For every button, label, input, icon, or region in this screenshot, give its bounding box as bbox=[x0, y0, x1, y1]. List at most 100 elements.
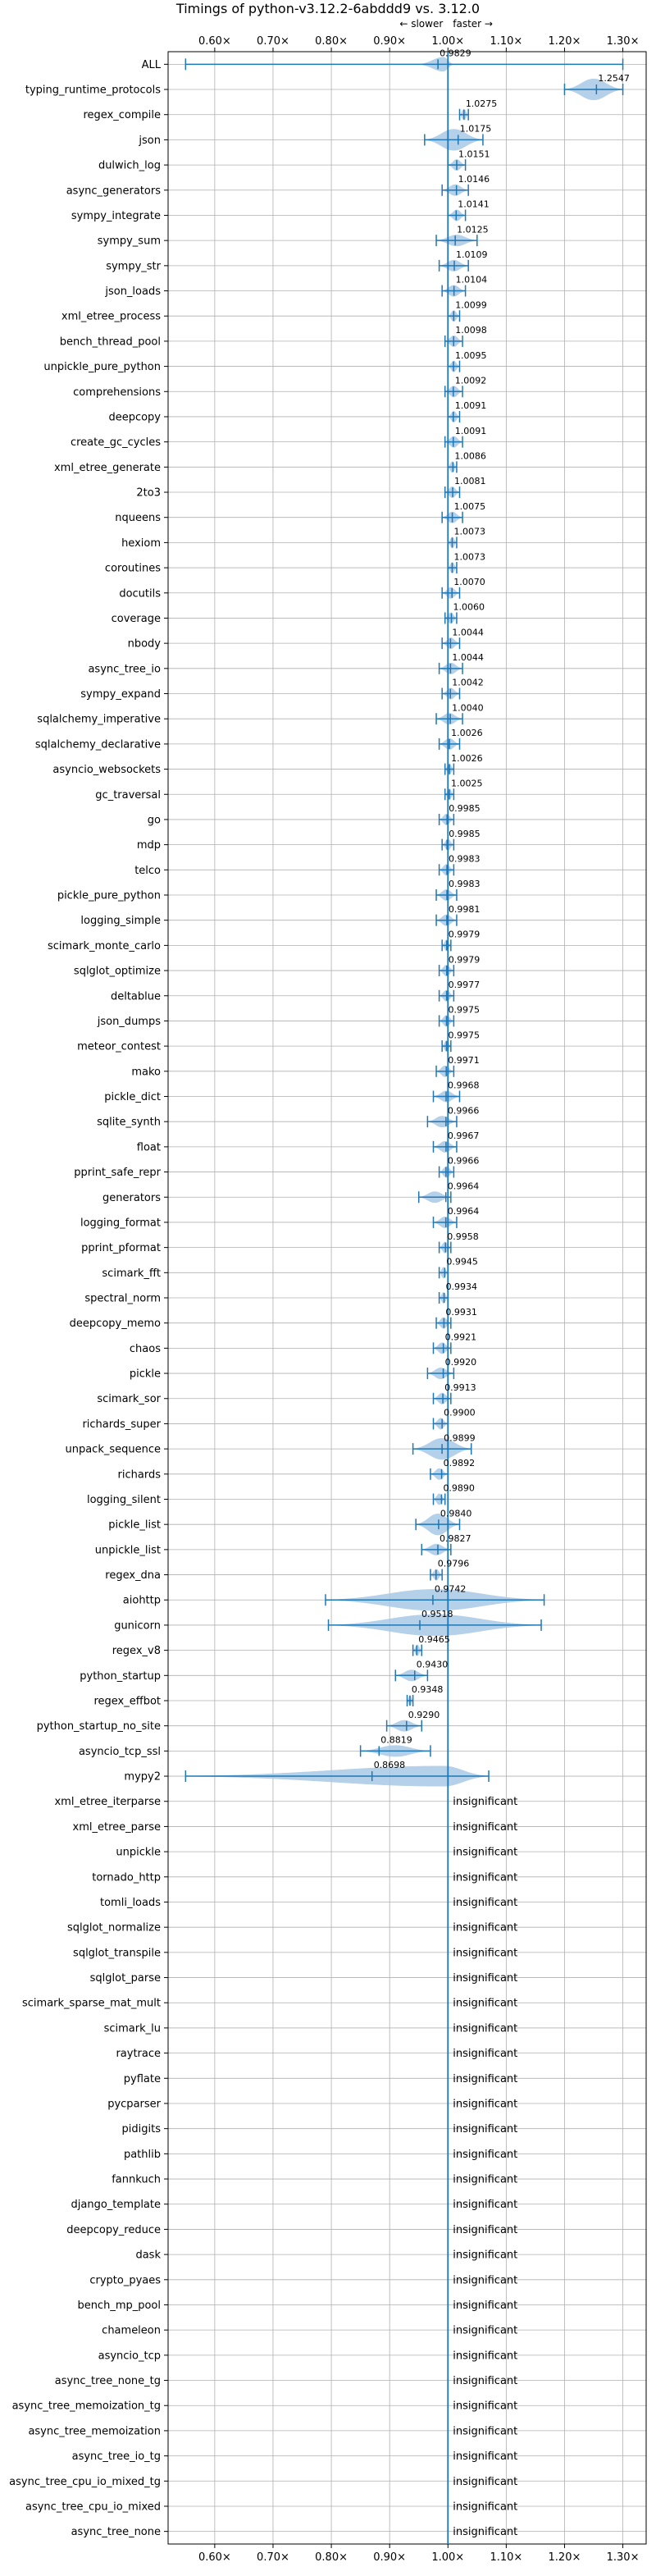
category-label: async_tree_memoization bbox=[28, 2425, 161, 2437]
insignificant-label: insignificant bbox=[453, 1871, 517, 1884]
category-label: scimark_sparse_mat_mult bbox=[22, 1998, 161, 2010]
category-label: sympy_sum bbox=[98, 235, 161, 248]
labels-layer: ← slower faster → 0.60× 0.60× 0.70× 0.70× 0.80… bbox=[9, 18, 639, 2564]
category-label: tomli_loads bbox=[100, 1897, 161, 1909]
category-label: scimark_sor bbox=[97, 1393, 161, 1405]
x-tick-label-bottom: 1.10× bbox=[490, 2551, 522, 2564]
category-label: pickle_pure_python bbox=[57, 890, 161, 902]
value-label: 0.9966 bbox=[448, 1156, 480, 1167]
category-label: sqlglot_optimize bbox=[74, 966, 161, 978]
category-label: scimark_monte_carlo bbox=[48, 940, 161, 952]
category-label: logging_silent bbox=[87, 1494, 161, 1506]
category-label: sqlglot_parse bbox=[90, 1972, 161, 1985]
category-label: sqlalchemy_declarative bbox=[35, 738, 161, 751]
category-label: sqlalchemy_imperative bbox=[37, 714, 161, 726]
category-label: ALL bbox=[142, 59, 162, 71]
category-label: scimark_fft bbox=[102, 1267, 161, 1280]
category-label: pidigits bbox=[122, 2123, 162, 2135]
value-label: 0.9840 bbox=[440, 1508, 472, 1519]
category-label: regex_effbot bbox=[93, 1695, 161, 1707]
x-tick-label-bottom: 1.00× bbox=[431, 2551, 464, 2564]
insignificant-label: insignificant bbox=[453, 2098, 517, 2110]
category-label: telco bbox=[134, 865, 161, 877]
plot-frame bbox=[167, 51, 647, 2545]
direction-label-faster: faster → bbox=[453, 18, 493, 30]
category-label: asyncio_tcp bbox=[98, 2350, 161, 2362]
value-label: 1.0026 bbox=[451, 728, 483, 738]
value-label: 1.0146 bbox=[458, 174, 490, 185]
x-tick-label-top: 1.10× bbox=[490, 35, 522, 48]
x-tick-label-top: 0.80× bbox=[315, 35, 348, 48]
value-label: 1.0175 bbox=[460, 124, 492, 135]
category-label: asyncio_websockets bbox=[52, 764, 161, 776]
category-label: async_tree_none bbox=[71, 2526, 161, 2538]
value-label: 0.9981 bbox=[449, 904, 481, 915]
value-label: 1.0044 bbox=[452, 652, 484, 663]
x-tick-label-bottom: 0.60× bbox=[198, 2551, 231, 2564]
insignificant-label: insignificant bbox=[453, 2022, 517, 2035]
x-tick-label-bottom: 0.80× bbox=[315, 2551, 348, 2564]
category-label: nbody bbox=[128, 638, 162, 651]
category-label: pyflate bbox=[124, 2073, 161, 2085]
value-label: 0.9913 bbox=[444, 1382, 476, 1393]
x-tick-label-top: 1.30× bbox=[607, 35, 640, 48]
insignificant-label: insignificant bbox=[453, 2476, 517, 2488]
category-label: crypto_pyaes bbox=[89, 2274, 161, 2286]
axes-layer bbox=[164, 48, 647, 2548]
insignificant-label: insignificant bbox=[453, 2450, 517, 2463]
value-label: 0.9983 bbox=[449, 879, 481, 889]
category-label: regex_compile bbox=[83, 109, 161, 121]
category-label: deepcopy_memo bbox=[70, 1318, 161, 1330]
insignificant-label: insignificant bbox=[453, 1947, 517, 1959]
category-label: go bbox=[148, 814, 161, 826]
category-label: bench_thread_pool bbox=[60, 336, 161, 348]
value-label: 1.0151 bbox=[458, 148, 490, 159]
insignificant-label: insignificant bbox=[453, 2224, 517, 2236]
insignificant-label: insignificant bbox=[453, 2350, 517, 2362]
category-label: mdp bbox=[137, 839, 161, 852]
x-tick-label-bottom: 0.70× bbox=[257, 2551, 289, 2564]
insignificant-label: insignificant bbox=[453, 2501, 517, 2513]
insignificant-label: insignificant bbox=[453, 2199, 517, 2211]
category-label: mako bbox=[131, 1066, 161, 1078]
value-label: 1.0095 bbox=[455, 350, 487, 361]
value-label: 0.9985 bbox=[449, 803, 481, 814]
value-label: 0.9968 bbox=[448, 1080, 480, 1091]
value-label: 0.9892 bbox=[444, 1458, 476, 1468]
insignificant-label: insignificant bbox=[453, 1796, 517, 1808]
category-label: comprehensions bbox=[73, 386, 161, 399]
category-label: scimark_lu bbox=[104, 2022, 161, 2035]
insignificant-label: insignificant bbox=[453, 2073, 517, 2085]
category-label: unpickle_pure_python bbox=[43, 361, 161, 373]
category-label: gunicorn bbox=[114, 1619, 161, 1632]
value-label: 0.9518 bbox=[421, 1609, 453, 1619]
value-label: 0.8819 bbox=[380, 1735, 412, 1746]
value-label: 0.9977 bbox=[449, 980, 481, 990]
insignificant-label: insignificant bbox=[453, 2325, 517, 2337]
category-label: xml_etree_process bbox=[61, 311, 161, 323]
value-label: 1.0099 bbox=[455, 299, 487, 310]
value-label: 0.9945 bbox=[446, 1256, 478, 1267]
value-label: 0.9983 bbox=[449, 854, 481, 865]
value-label: 0.9958 bbox=[447, 1231, 479, 1242]
category-label: dask bbox=[135, 2249, 161, 2262]
value-label: 0.9964 bbox=[448, 1181, 480, 1191]
category-label: async_tree_cpu_io_mixed_tg bbox=[9, 2476, 161, 2488]
value-label: 0.9348 bbox=[412, 1684, 444, 1695]
category-label: docutils bbox=[119, 587, 161, 600]
category-label: fannkuch bbox=[112, 2174, 161, 2186]
category-label: logging_format bbox=[80, 1217, 161, 1229]
category-label: spectral_norm bbox=[84, 1293, 161, 1305]
insignificant-label: insignificant bbox=[453, 2375, 517, 2387]
value-label: 1.0109 bbox=[456, 249, 488, 260]
value-label: 1.0092 bbox=[455, 375, 487, 386]
category-label: xml_etree_parse bbox=[73, 1821, 161, 1834]
insignificant-label: insignificant bbox=[453, 2048, 517, 2060]
category-label: python_startup bbox=[80, 1670, 161, 1683]
value-label: 0.9985 bbox=[449, 829, 481, 839]
value-label: 0.9971 bbox=[448, 1055, 480, 1066]
category-label: async_generators bbox=[66, 185, 162, 197]
value-label: 0.9290 bbox=[408, 1710, 440, 1720]
